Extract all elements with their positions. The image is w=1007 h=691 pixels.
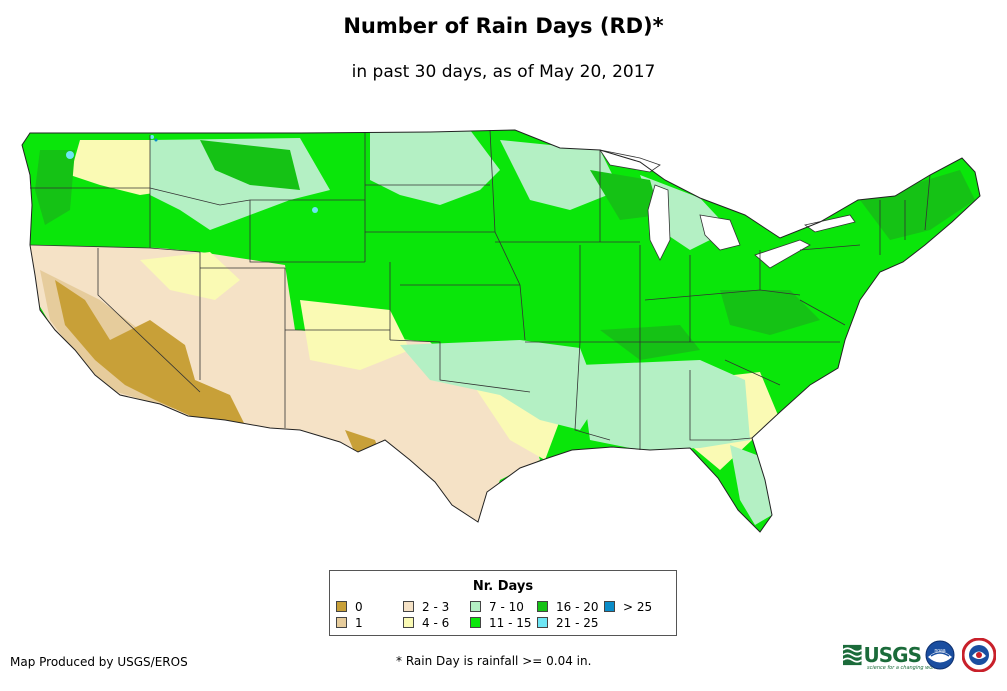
legend-item-4-6: 4 - 6 [403, 617, 449, 630]
usgs-text: USGS [863, 643, 922, 667]
legend-label: 1 [355, 616, 363, 630]
legend-swatch [537, 617, 548, 628]
legend-label: 4 - 6 [422, 616, 450, 630]
rain-days-map [21, 129, 981, 533]
legend-label: 11 - 15 [489, 616, 532, 630]
legend-label: 21 - 25 [556, 616, 599, 630]
legend-label: 0 [355, 600, 363, 614]
noaa-logo-icon: noaa [925, 640, 955, 670]
legend-item-2-3: 2 - 3 [403, 601, 449, 614]
usgs-wave-icon [843, 644, 862, 666]
legend-swatch [470, 601, 481, 612]
legend-swatch [336, 617, 347, 628]
map-credit: Map Produced by USGS/EROS [10, 655, 188, 669]
legend-swatch [403, 617, 414, 628]
legend-swatch [403, 601, 414, 612]
legend-swatch [470, 617, 481, 628]
legend-label: 16 - 20 [556, 600, 599, 614]
legend-label: 2 - 3 [422, 600, 450, 614]
legend-swatch [604, 601, 615, 612]
legend-label: > 25 [623, 600, 653, 614]
legend-item-1: 1 [336, 617, 363, 630]
map-subtitle: in past 30 days, as of May 20, 2017 [351, 62, 656, 82]
noaa-text: noaa [934, 648, 945, 654]
legend-swatch [537, 601, 548, 612]
legend-item-11-15: 11 - 15 [470, 617, 532, 630]
rain-day-footnote: * Rain Day is rainfall >= 0.04 in. [396, 654, 592, 668]
legend-item-0: 0 [336, 601, 363, 614]
legend: Nr. Days 0 1 2 - 3 4 - 6 7 - 10 11 - 15 … [329, 570, 677, 636]
legend-item-7-10: 7 - 10 [470, 601, 524, 614]
legend-swatch [336, 601, 347, 612]
map-title: Number of Rain Days (RD)* [343, 14, 664, 38]
legend-label: 7 - 10 [489, 600, 524, 614]
legend-item-16-20: 16 - 20 [537, 601, 599, 614]
usgs-tagline: science for a changing world [867, 665, 939, 671]
nws-logo-icon [962, 638, 996, 672]
legend-title: Nr. Days [472, 579, 534, 594]
legend-item-21-25: 21 - 25 [537, 617, 599, 630]
usgs-logo: USGS science for a changing world [843, 640, 939, 671]
legend-item-over-25: > 25 [604, 601, 652, 614]
